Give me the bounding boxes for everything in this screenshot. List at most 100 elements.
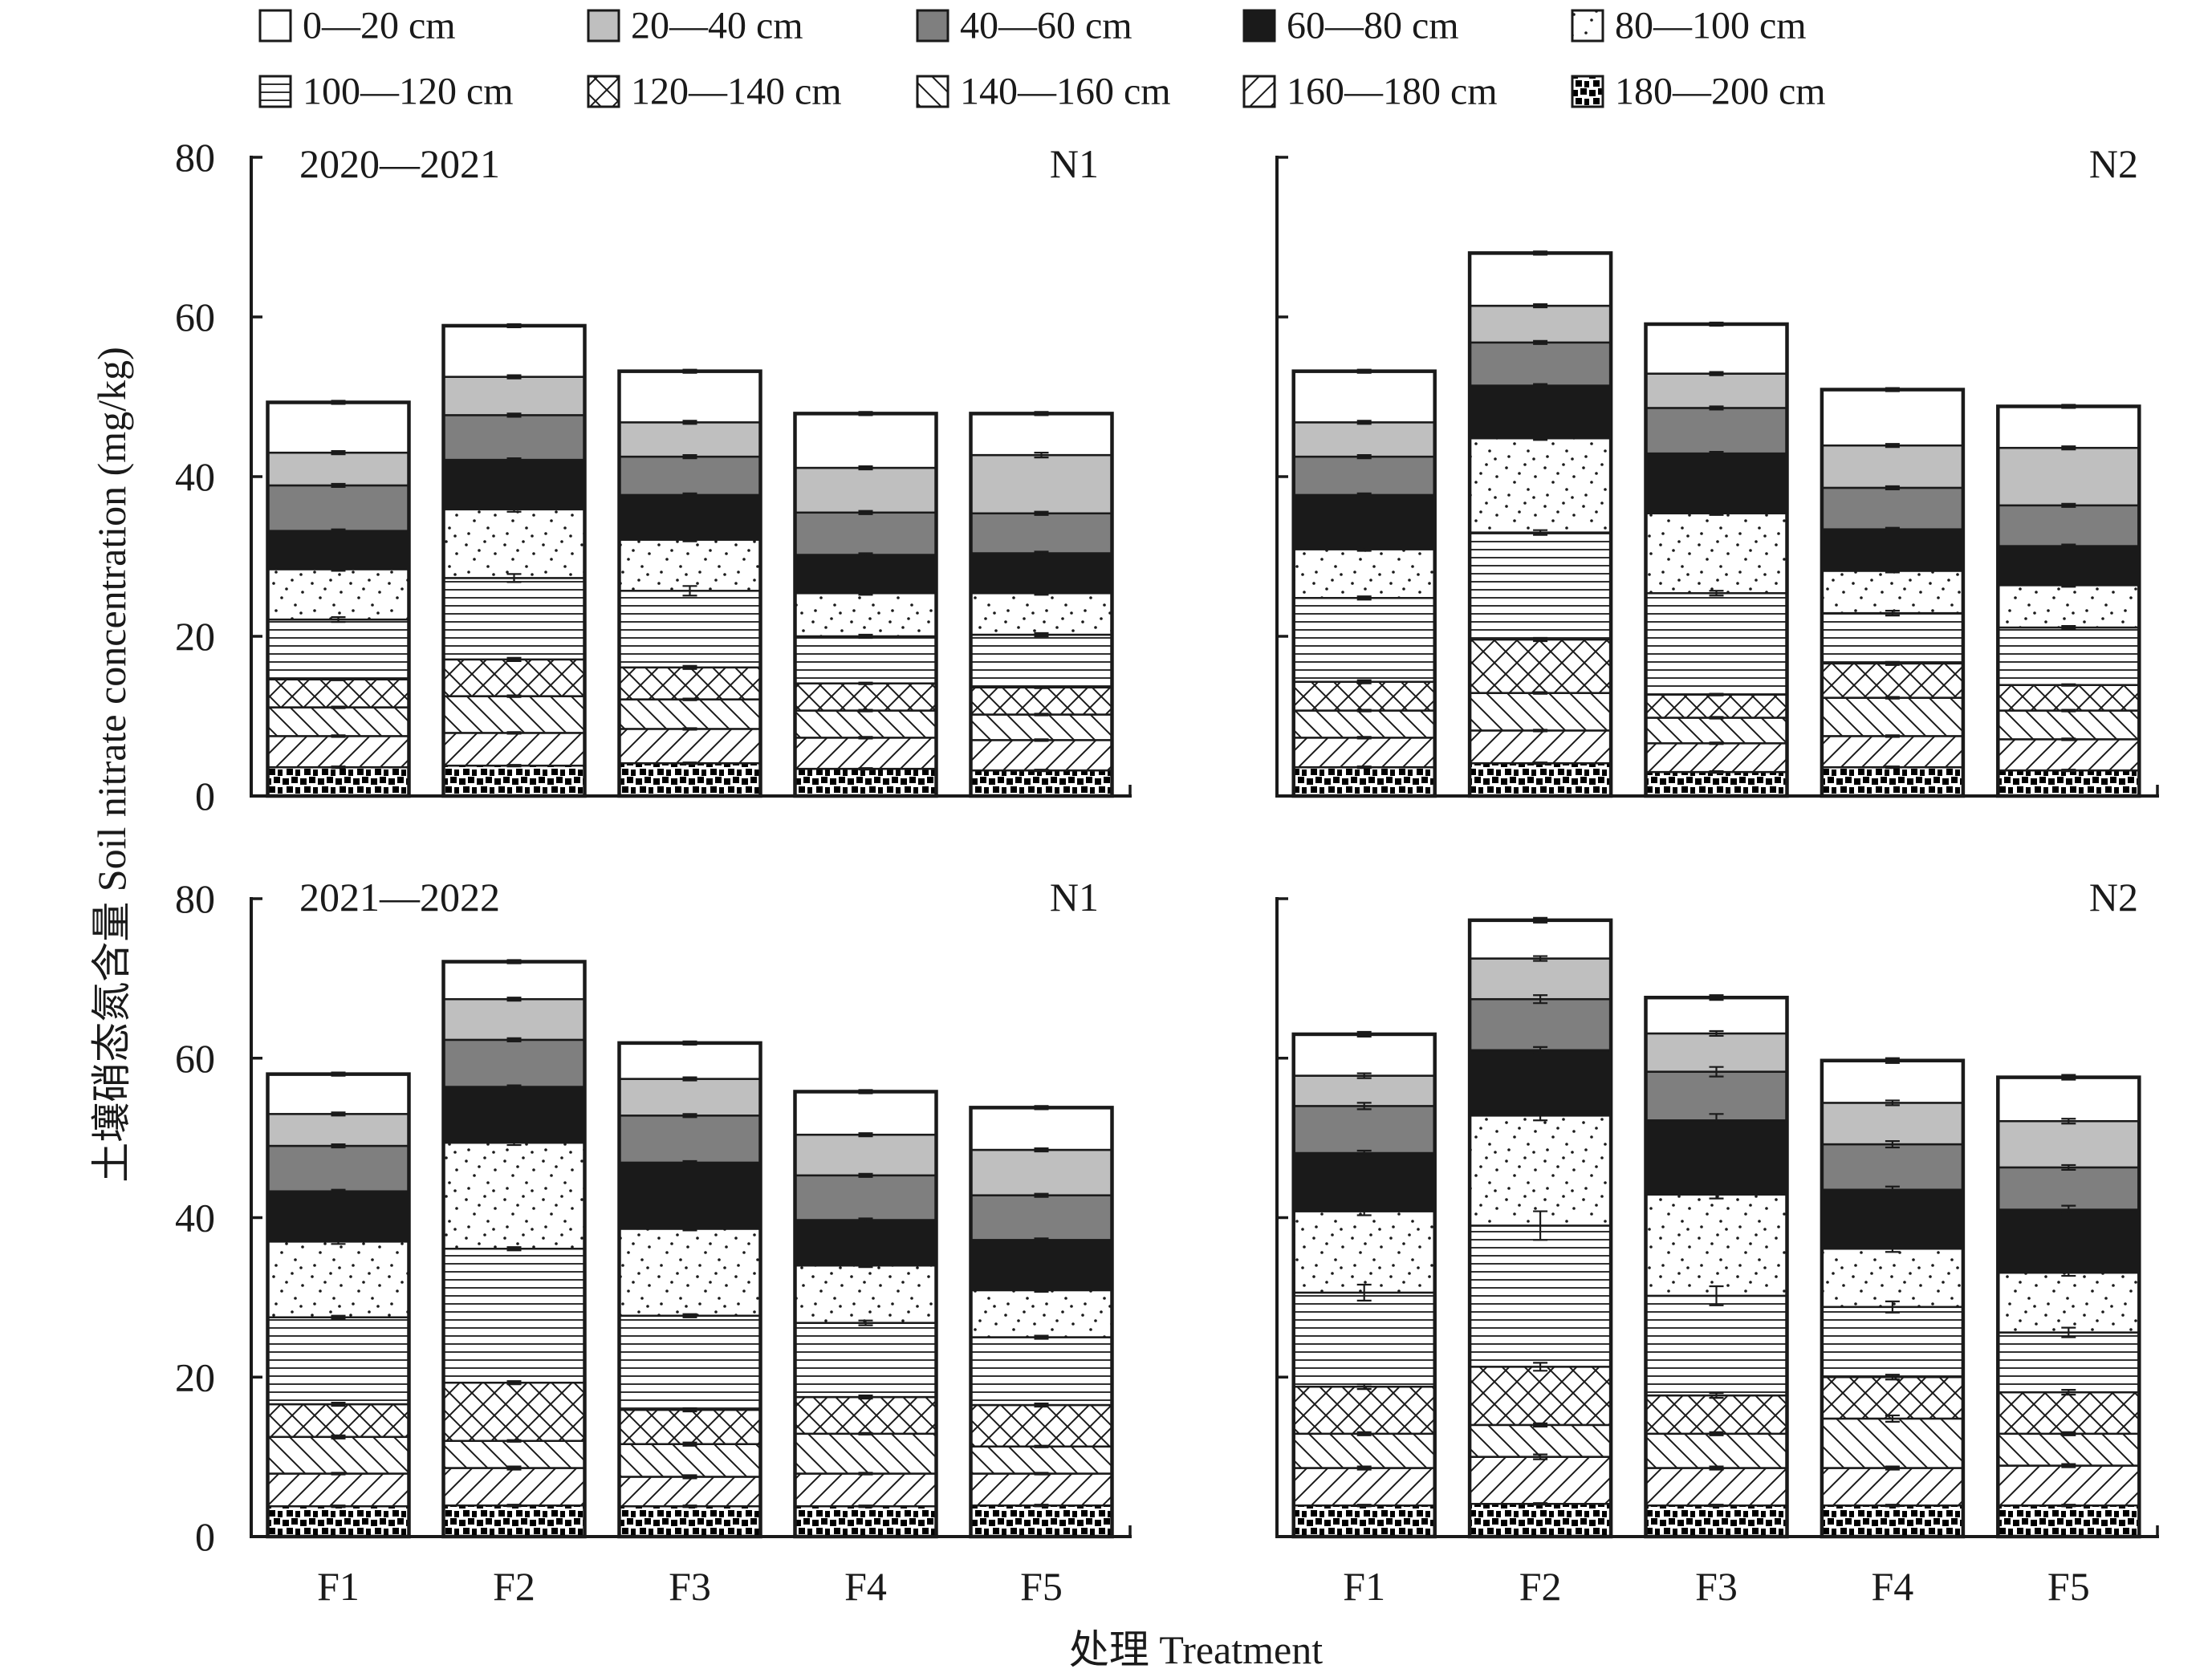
bar-segment bbox=[794, 1133, 937, 1177]
bar-segment bbox=[1645, 1193, 1788, 1297]
error-bar bbox=[506, 1084, 522, 1090]
error-bar bbox=[1034, 1444, 1049, 1448]
bar-segment bbox=[1292, 1432, 1436, 1469]
bar-segment bbox=[1645, 323, 1788, 375]
bar-segment bbox=[618, 1115, 762, 1164]
error-bar bbox=[1356, 1504, 1372, 1508]
bar-segment bbox=[266, 568, 410, 621]
bar-segment bbox=[970, 633, 1113, 688]
bar-segment bbox=[1468, 341, 1612, 387]
error-bar bbox=[682, 454, 697, 460]
bar-segment bbox=[1468, 531, 1612, 641]
error-bar bbox=[1885, 526, 1900, 532]
stacked-bar bbox=[1996, 1074, 2141, 1539]
bar-segment bbox=[266, 1144, 410, 1192]
error-bar bbox=[331, 705, 346, 709]
error-bar bbox=[1034, 631, 1049, 638]
bar-segment bbox=[1997, 1120, 2141, 1169]
error-bar bbox=[1034, 713, 1049, 717]
error-bar bbox=[1885, 1245, 1900, 1253]
bar-segment bbox=[618, 538, 762, 592]
bar-segment bbox=[1997, 545, 2141, 587]
bar-segment bbox=[1997, 1331, 2141, 1394]
bar-segment bbox=[266, 1472, 410, 1508]
error-bar bbox=[1709, 510, 1724, 516]
bar-segment bbox=[1468, 997, 1612, 1052]
error-bar bbox=[2061, 1504, 2076, 1508]
error-bar bbox=[331, 1143, 346, 1149]
bar-segment bbox=[618, 1078, 762, 1117]
error-bar bbox=[1533, 339, 1548, 345]
error-bar bbox=[1034, 685, 1049, 689]
error-bar bbox=[331, 616, 346, 623]
legend-swatch bbox=[1571, 75, 1604, 108]
error-bar bbox=[1709, 1465, 1724, 1471]
error-bar bbox=[2061, 1389, 2076, 1396]
bar-segment bbox=[1997, 1271, 2141, 1334]
error-bar bbox=[1533, 1110, 1548, 1122]
x-tick-label: F2 bbox=[1519, 1564, 1562, 1609]
error-bar bbox=[682, 1504, 697, 1509]
error-bar bbox=[682, 1076, 697, 1082]
bar-segment bbox=[442, 1248, 586, 1384]
x-tick-label: F3 bbox=[669, 1564, 711, 1609]
bar-segment bbox=[970, 1148, 1113, 1196]
error-bar bbox=[506, 457, 522, 463]
y-tick-label: 20 bbox=[175, 1354, 215, 1399]
legend-label: 160—180 cm bbox=[1287, 71, 1498, 113]
bar-segment bbox=[970, 1504, 1113, 1538]
error-bar bbox=[1356, 595, 1372, 601]
error-bar bbox=[682, 1159, 697, 1166]
bar-segment bbox=[794, 709, 937, 739]
error-bar bbox=[506, 1380, 522, 1386]
error-bar bbox=[1533, 955, 1548, 962]
bar-segment bbox=[1820, 1467, 1965, 1507]
x-tick-label: F5 bbox=[1020, 1564, 1063, 1609]
error-bar bbox=[1709, 1029, 1724, 1038]
bar-segment bbox=[1292, 1210, 1436, 1294]
error-bar bbox=[331, 1401, 346, 1407]
error-bar bbox=[1356, 492, 1372, 497]
error-bar bbox=[1709, 321, 1724, 327]
error-bar bbox=[2061, 1074, 2076, 1081]
x-tick-label: F1 bbox=[317, 1564, 360, 1609]
bar-segment bbox=[1997, 684, 2141, 712]
error-bar bbox=[506, 731, 522, 735]
bar-segment bbox=[266, 1241, 410, 1318]
bar-segment bbox=[1468, 1423, 1612, 1458]
error-bar bbox=[1533, 1210, 1548, 1241]
error-bar bbox=[2061, 1463, 2076, 1468]
y-tick-label: 40 bbox=[175, 1196, 215, 1241]
error-bar bbox=[1034, 1334, 1049, 1340]
bar-segment bbox=[794, 767, 937, 798]
legend-item: 40—60 cm bbox=[916, 5, 1132, 47]
bar-segment bbox=[1468, 1224, 1612, 1368]
bar-segment bbox=[618, 1443, 762, 1478]
error-bar bbox=[1356, 546, 1372, 552]
error-bar bbox=[331, 450, 346, 456]
error-bar bbox=[1356, 454, 1372, 460]
legend: 0—20 cm 20—40 cm 40—60 cm 60—80 cm 80—100 cm… bbox=[258, 5, 1826, 113]
stacked-bar bbox=[1644, 321, 1789, 798]
bar-segment bbox=[1292, 765, 1436, 798]
legend-item: 180—200 cm bbox=[1571, 71, 1826, 113]
y-tick-label: 20 bbox=[175, 614, 215, 659]
legend-item: 160—180 cm bbox=[1242, 71, 1498, 113]
bar-segment bbox=[266, 678, 410, 709]
x-tick-label: F4 bbox=[844, 1564, 887, 1609]
bar-segment bbox=[1645, 452, 1788, 515]
legend-item: 60—80 cm bbox=[1242, 5, 1459, 47]
error-bar bbox=[858, 510, 873, 515]
error-bar bbox=[1709, 1504, 1724, 1508]
error-bar bbox=[1533, 303, 1548, 309]
bar-segment bbox=[442, 458, 586, 511]
bar-segment bbox=[266, 618, 410, 680]
error-bar bbox=[1034, 1287, 1049, 1293]
bar-segment bbox=[970, 412, 1113, 457]
error-bar bbox=[1885, 1099, 1900, 1107]
bar-segment bbox=[794, 1472, 937, 1508]
bar-segment bbox=[1292, 370, 1436, 424]
error-bar bbox=[1885, 1504, 1900, 1508]
error-bar bbox=[331, 566, 346, 572]
error-bar bbox=[1034, 1504, 1049, 1508]
